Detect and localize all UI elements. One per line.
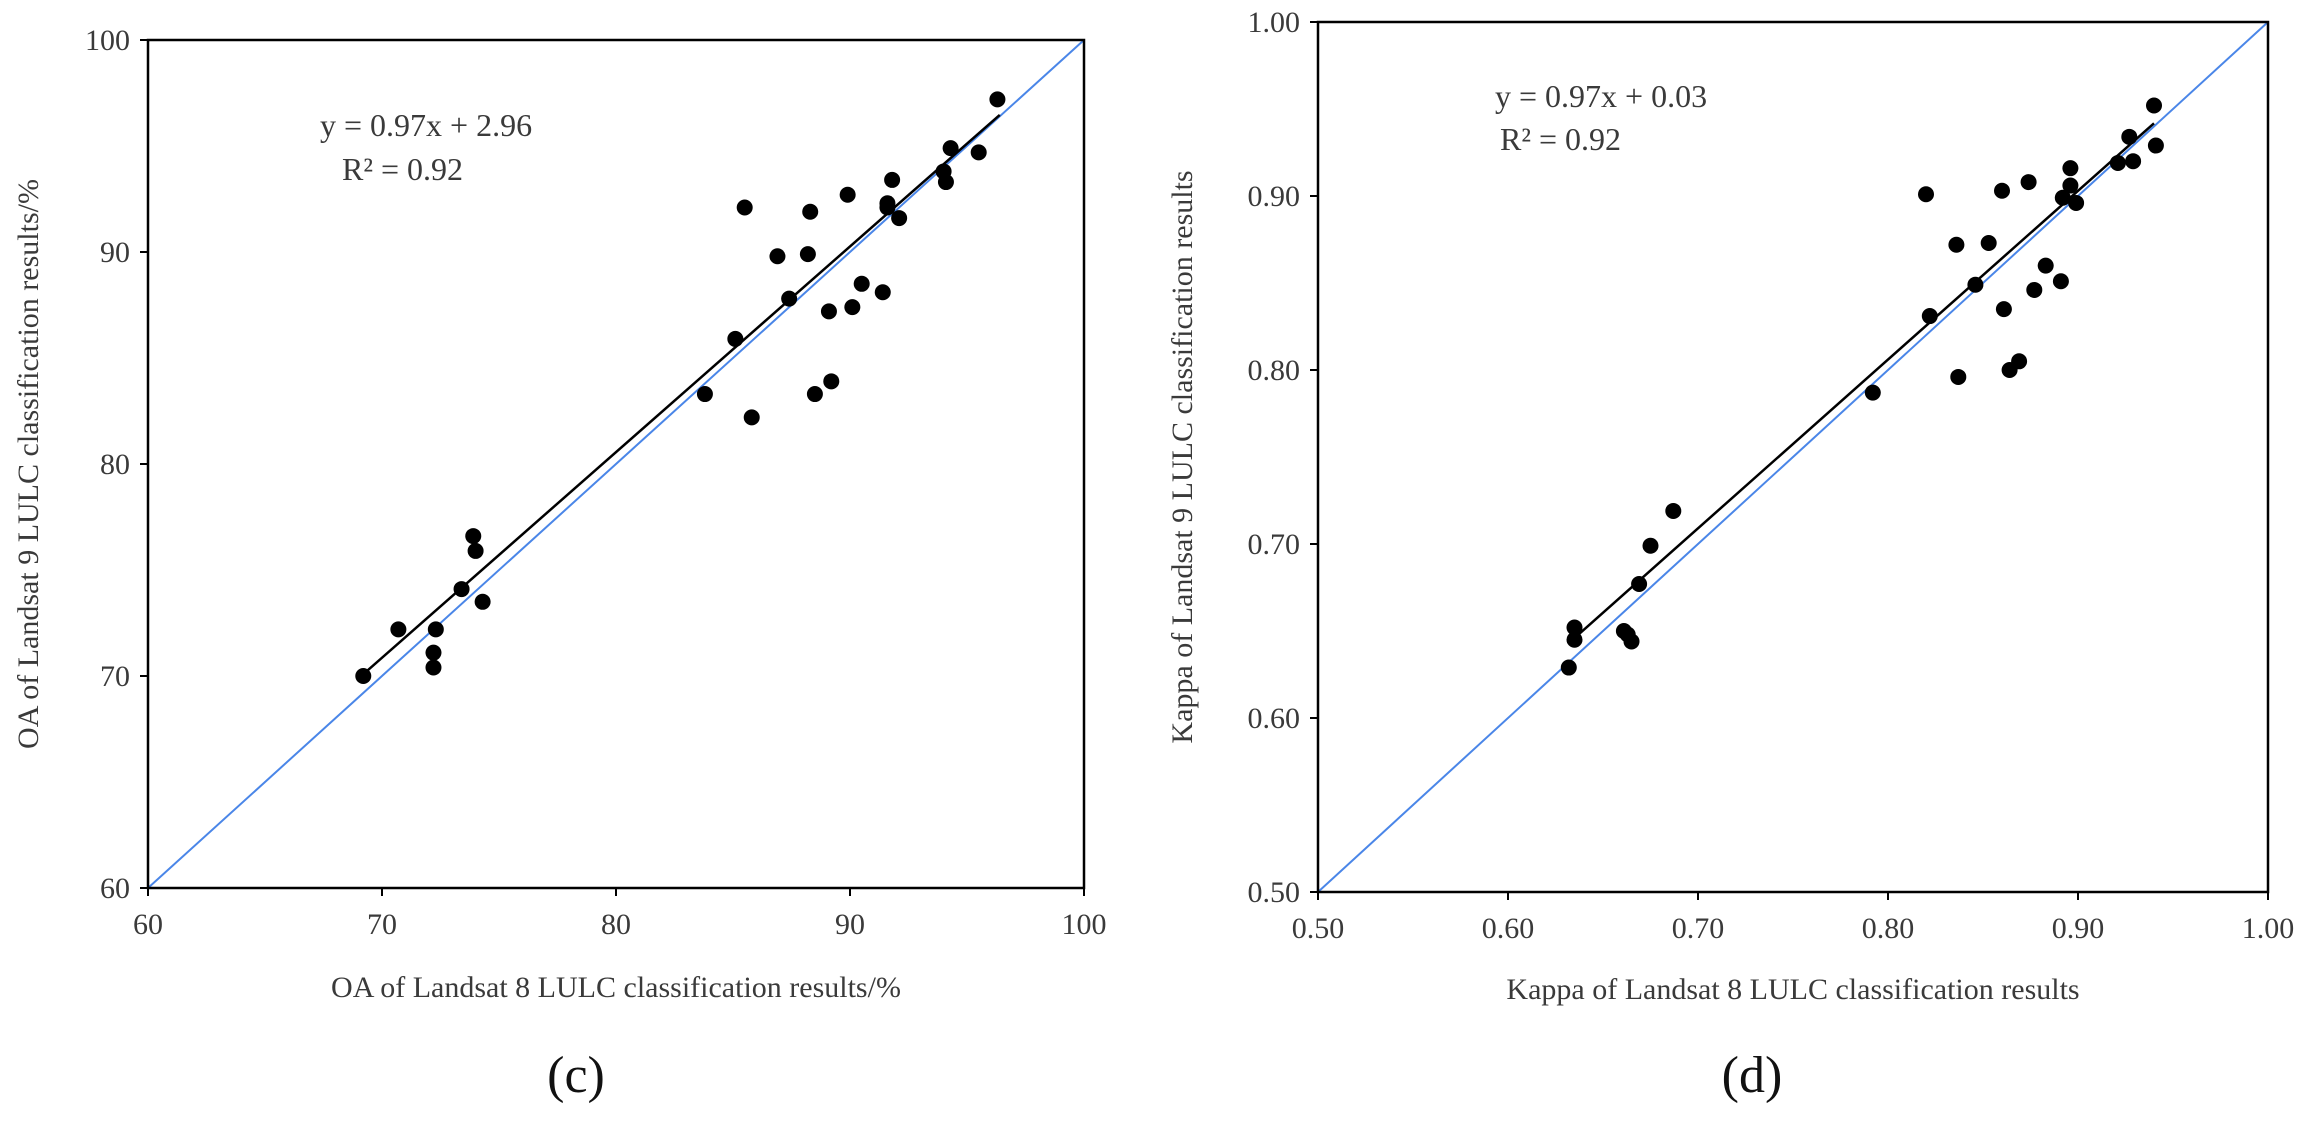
data-point	[874, 284, 891, 301]
data-point	[891, 210, 908, 227]
x-tick-label: 0.80	[1862, 912, 1915, 945]
data-point	[970, 144, 987, 161]
data-point	[989, 91, 1006, 108]
y-tick-label: 80	[100, 448, 130, 481]
x-tick-label: 80	[601, 908, 631, 941]
data-point	[2121, 128, 2138, 145]
data-point	[820, 303, 837, 320]
y-tick-label: 90	[100, 236, 130, 269]
r-squared-label: R² = 0.92	[1500, 121, 1621, 157]
data-point	[1994, 182, 2010, 199]
identity-line	[1317, 21, 2269, 893]
data-point	[839, 186, 856, 203]
x-tick-label: 90	[835, 908, 865, 941]
data-point	[1967, 276, 1984, 293]
regression-line	[1567, 122, 2155, 645]
regression-line	[362, 113, 1001, 676]
x-tick-label: 60	[133, 908, 163, 941]
data-point	[1631, 576, 1648, 593]
x-axis-title: OA of Landsat 8 LULC classification resu…	[331, 971, 901, 1004]
x-tick-label: 70	[367, 908, 397, 941]
y-tick-label: 1.00	[1248, 6, 1301, 39]
data-point	[2125, 153, 2142, 170]
data-point	[743, 409, 760, 426]
y-tick-label: 70	[100, 660, 130, 693]
data-point	[427, 621, 444, 638]
plot-frame	[1316, 20, 2270, 894]
data-point	[474, 593, 491, 610]
data-point	[1560, 659, 1577, 676]
identity-line	[147, 39, 1085, 889]
data-point	[2062, 160, 2079, 177]
data-point	[736, 199, 753, 216]
data-point	[806, 386, 823, 403]
data-point	[2109, 154, 2126, 171]
data-point	[2011, 353, 2028, 370]
data-point	[1995, 301, 2012, 318]
y-axis-title: OA of Landsat 9 LULC classification resu…	[12, 179, 45, 749]
data-point	[2146, 97, 2162, 114]
data-point	[1948, 236, 1965, 253]
data-point	[769, 248, 786, 265]
x-axis-title: Kappa of Landsat 8 LULC classification r…	[1506, 973, 2079, 1006]
x-tick-label: 0.70	[1672, 912, 1725, 945]
data-point	[425, 659, 442, 676]
y-tick-label: 60	[100, 872, 130, 905]
data-point	[1642, 537, 1659, 554]
data-point	[1950, 368, 1967, 385]
y-tick-label: 0.90	[1248, 180, 1301, 213]
data-point	[823, 373, 840, 390]
data-point	[2147, 137, 2164, 154]
data-point	[1980, 234, 1997, 251]
data-point	[2068, 194, 2085, 211]
regression-equation: y = 0.97x + 2.96	[320, 107, 532, 143]
data-point	[799, 246, 816, 263]
data-point	[2026, 281, 2043, 298]
data-point	[937, 174, 954, 191]
y-tick-label: 0.80	[1248, 354, 1301, 387]
data-point	[425, 644, 442, 661]
data-point	[2037, 257, 2054, 274]
r-squared-label: R² = 0.92	[342, 151, 463, 187]
panel-label: (c)	[547, 1047, 605, 1104]
chart-panel-d: 0.50 0.60 0.70 0.80 0.90 1.00 0.50 0.60 0.70 0.80…	[1166, 6, 2294, 1104]
chart-panel-c: 60 70 80 90 100 60 70 80 90 100 OA of Landsat 8 LU…	[12, 24, 1107, 1104]
data-point	[2062, 177, 2079, 194]
data-point	[390, 621, 407, 638]
data-point	[465, 528, 482, 545]
data-point	[1864, 384, 1881, 401]
data-point	[942, 140, 959, 157]
data-point	[1566, 619, 1583, 636]
y-tick-label: 0.50	[1248, 876, 1301, 909]
x-tick-label: 100	[1062, 908, 1107, 941]
y-tick-label: 0.60	[1248, 702, 1301, 735]
y-tick-label: 100	[85, 24, 130, 57]
x-tick-label: 0.90	[2052, 912, 2105, 945]
data-point	[1918, 186, 1934, 203]
x-tick-label: 1.00	[2242, 912, 2295, 945]
data-point	[853, 275, 870, 292]
y-axis-title: Kappa of Landsat 9 LULC classification r…	[1166, 170, 1199, 743]
y-tick-label: 0.70	[1248, 528, 1301, 561]
data-point	[884, 171, 901, 188]
data-point	[844, 299, 861, 316]
data-point	[1623, 633, 1640, 650]
data-point	[467, 542, 484, 559]
panel-label: (d)	[1722, 1047, 1783, 1104]
x-tick-label: 0.60	[1482, 912, 1535, 945]
x-tick-label: 0.50	[1292, 912, 1345, 945]
data-point	[1665, 502, 1682, 519]
data-point	[727, 330, 744, 347]
data-point	[2052, 273, 2069, 290]
data-point	[2020, 174, 2037, 191]
data-point	[696, 386, 713, 403]
regression-equation: y = 0.97x + 0.03	[1495, 78, 1707, 114]
data-point	[802, 203, 819, 220]
